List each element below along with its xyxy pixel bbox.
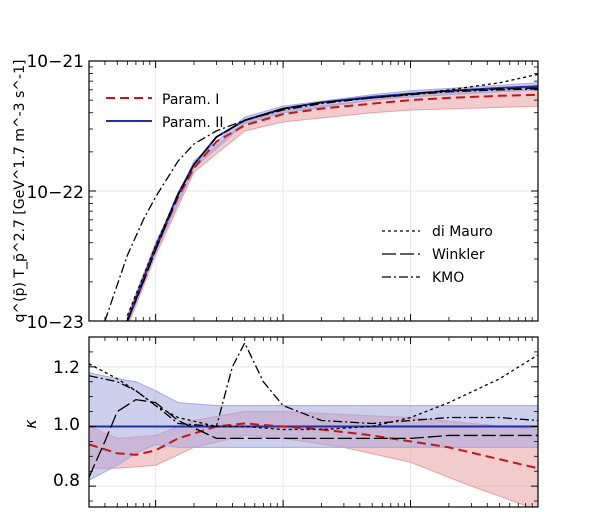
legend-top: Param. I Param. II (106, 92, 224, 131)
top-lines (104, 73, 538, 321)
series-kmo (89, 341, 538, 428)
legend-winkler-label: Winkler (432, 247, 485, 263)
series-di-mauro (89, 354, 538, 431)
legend-kmo-label: KMO (432, 270, 464, 286)
top-plot-frame (88, 60, 539, 322)
bottom-panel: 1.2 1.0 0.8 κ (21, 336, 539, 508)
top-ytick-label-1e-23: 10−23 (26, 313, 84, 333)
bottom-ticks (88, 337, 539, 507)
series-winkler (89, 398, 538, 478)
bottom-ylabel: κ (21, 419, 40, 429)
top-ytick-label-1e-22: 10−22 (26, 183, 84, 203)
legend-dimauro-label: di Mauro (432, 224, 493, 240)
legend-param1-label: Param. I (162, 92, 219, 108)
top-ytick-label-1e-21: 10−21 (26, 52, 84, 72)
bottom-bands (89, 372, 538, 507)
bottom-ytick-label-0.8: 0.8 (53, 471, 80, 491)
top-ylabel: q^(p̄) T_p̄^2.7 [GeV^1.7 m^-3 s^-1] (12, 60, 28, 323)
bottom-lines (89, 341, 538, 478)
top-panel: 10−21 10−22 10−23 q^(p̄) T_p̄^2.7 [GeV^1… (12, 52, 539, 333)
top-bands (126, 82, 538, 321)
series-kmo (104, 88, 538, 321)
bottom-plot-frame (88, 336, 539, 508)
bottom-ytick-label-1.2: 1.2 (53, 358, 80, 378)
legend-bottom: di Mauro Winkler KMO (382, 224, 493, 286)
band-param-ii-band (126, 82, 538, 321)
bottom-ytick-label-1.0: 1.0 (53, 415, 80, 435)
legend-param2-label: Param. II (162, 115, 224, 131)
